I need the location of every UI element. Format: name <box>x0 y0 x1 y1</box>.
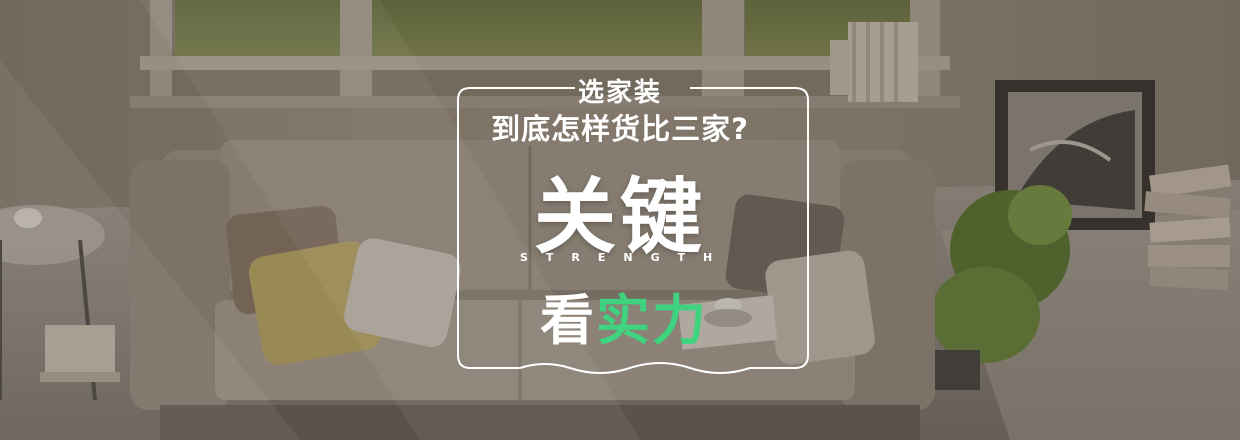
cushions <box>226 194 875 366</box>
side-table <box>0 205 120 401</box>
floor-books <box>1144 164 1232 290</box>
text-frame <box>457 87 809 374</box>
books-stack <box>830 22 918 102</box>
tray <box>677 295 778 350</box>
headline-look: 看 <box>540 289 596 352</box>
headline-line1: 选家装 <box>577 78 662 108</box>
headline-strength: STRENGTH <box>520 251 731 264</box>
headline-strength-cn: 实力 <box>596 289 708 352</box>
headline-line5: 看实力 <box>540 276 740 355</box>
potted-plant <box>930 185 1072 390</box>
headline-key: 关键 <box>533 170 706 265</box>
window <box>130 0 960 108</box>
headline-line2: 到底怎样货比三家? <box>491 112 749 146</box>
